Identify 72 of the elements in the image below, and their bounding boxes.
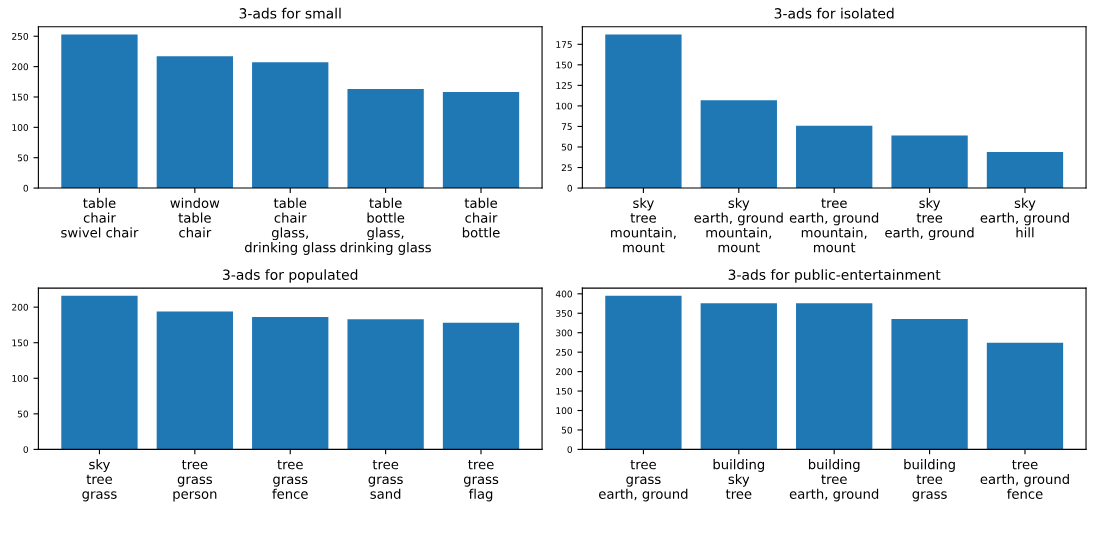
bar bbox=[986, 151, 1064, 189]
x-tick-label: tree grass person bbox=[173, 459, 217, 502]
y-tick-label: 50 bbox=[561, 143, 573, 151]
y-tick-label: 125 bbox=[556, 82, 572, 89]
bar bbox=[442, 322, 520, 450]
y-tick-label: 150 bbox=[556, 387, 573, 395]
y-tick-label: 50 bbox=[17, 154, 29, 162]
bar bbox=[605, 34, 682, 189]
x-tick-label: tree grass earth, ground bbox=[599, 459, 688, 502]
y-tick-label: 100 bbox=[12, 375, 29, 382]
bar bbox=[891, 319, 968, 450]
y-tick-label: 350 bbox=[556, 310, 573, 317]
y-tick-label: 100 bbox=[556, 407, 573, 415]
y-tick-label: 100 bbox=[556, 102, 573, 110]
x-tick-label: table chair bottle bbox=[462, 197, 500, 238]
y-tick-label: 250 bbox=[12, 32, 29, 40]
y-tick-label: 25 bbox=[561, 164, 572, 172]
chart-title: 3-ads for public-entertainment bbox=[728, 269, 941, 283]
y-tick-label: 0 bbox=[23, 446, 29, 453]
bar bbox=[796, 303, 873, 450]
y-tick-label: 200 bbox=[556, 368, 573, 376]
bar bbox=[986, 342, 1064, 450]
x-tick-label: tree grass flag bbox=[463, 459, 499, 502]
bar bbox=[700, 303, 777, 450]
chart-title: 3-ads for isolated bbox=[774, 7, 894, 19]
x-tick-label: tree earth, ground mountain, mount bbox=[789, 198, 879, 253]
bar bbox=[700, 100, 777, 189]
x-tick-label: sky tree mountain, mount bbox=[611, 197, 676, 253]
bar bbox=[605, 295, 682, 450]
x-tick-label: tree grass fence bbox=[272, 459, 308, 499]
y-tick-label: 300 bbox=[556, 329, 573, 337]
x-tick-label: building tree grass bbox=[904, 459, 955, 502]
x-tick-label: building tree earth, ground bbox=[789, 459, 879, 502]
y-tick-label: 0 bbox=[567, 184, 573, 192]
y-tick-label: 200 bbox=[12, 303, 29, 311]
bar bbox=[156, 311, 233, 450]
chart-title: 3-ads for populated bbox=[223, 269, 358, 283]
x-tick-label: table chair glass, drinking glass bbox=[244, 197, 336, 255]
x-tick-label: sky earth, ground hill bbox=[980, 197, 1069, 238]
x-tick-label: sky tree earth, ground bbox=[885, 197, 974, 241]
y-tick-label: 200 bbox=[12, 63, 29, 71]
bar bbox=[442, 92, 520, 189]
y-tick-label: 75 bbox=[561, 123, 572, 131]
y-tick-label: 0 bbox=[23, 184, 29, 192]
y-tick-label: 150 bbox=[12, 339, 29, 347]
x-tick-label: sky tree grass bbox=[82, 459, 117, 502]
x-tick-label: tree grass sand bbox=[368, 459, 403, 499]
y-tick-label: 50 bbox=[17, 410, 29, 418]
bar bbox=[156, 56, 233, 189]
y-tick-label: 250 bbox=[556, 348, 573, 356]
y-tick-label: 0 bbox=[567, 446, 573, 453]
bar bbox=[347, 319, 424, 450]
x-tick-label: table chair swivel chair bbox=[61, 197, 139, 238]
bar bbox=[347, 89, 424, 189]
y-tick-label: 175 bbox=[556, 41, 572, 48]
x-tick-label: table bottle glass, drinking glass bbox=[340, 197, 431, 255]
y-tick-label: 50 bbox=[561, 426, 573, 434]
chart-title: 3-ads for small bbox=[239, 7, 341, 19]
bar bbox=[891, 135, 968, 189]
x-tick-label: sky earth, ground mountain, mount bbox=[694, 197, 783, 253]
y-tick-label: 400 bbox=[555, 290, 573, 298]
bar bbox=[796, 125, 873, 189]
bar bbox=[61, 34, 138, 189]
x-tick-label: window table chair bbox=[170, 197, 220, 238]
bar bbox=[252, 317, 329, 450]
bar bbox=[252, 62, 329, 189]
x-tick-label: tree earth, ground fence bbox=[980, 459, 1069, 499]
x-tick-label: building sky tree bbox=[713, 459, 765, 499]
y-tick-label: 150 bbox=[556, 61, 573, 69]
y-tick-label: 100 bbox=[12, 124, 29, 131]
bar bbox=[61, 295, 138, 450]
y-tick-label: 150 bbox=[12, 93, 29, 101]
